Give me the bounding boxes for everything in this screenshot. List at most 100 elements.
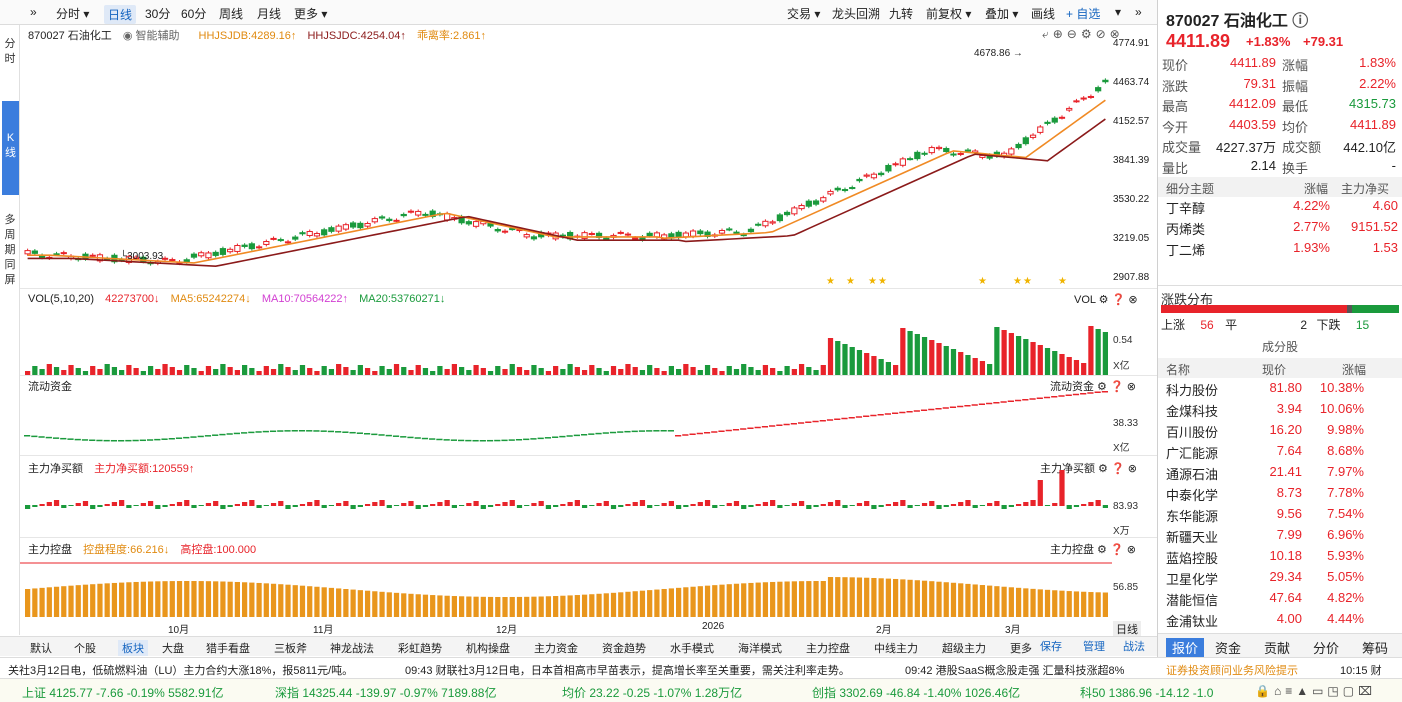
news-item[interactable]: 关社3月12日电，低硫燃料油（LU）主力合约大涨18%，报5811元/吨。 — [8, 665, 354, 677]
indicator-tab[interactable]: 海洋模式 — [738, 643, 782, 655]
volume-bar — [748, 367, 754, 375]
flow-point — [942, 407, 949, 409]
indicator-tab[interactable]: 主力资金 — [534, 643, 578, 655]
add-watchlist-button[interactable]: + 自选 — [1066, 7, 1101, 21]
draw-line-button[interactable]: 画线 — [1031, 7, 1056, 21]
control-chart[interactable] — [20, 555, 1112, 619]
netbuy-bar — [878, 505, 884, 507]
theme-name[interactable]: 丁二烯 — [1166, 243, 1206, 258]
risk-notice-link[interactable]: 证券投资顾问业务风险提示 — [1166, 665, 1298, 677]
indicator-tab[interactable]: 默认 — [30, 643, 52, 655]
period-label[interactable]: 日线 — [1113, 621, 1141, 637]
netbuy-bar — [770, 500, 776, 506]
tab-30min[interactable]: 30分 — [145, 7, 171, 21]
indicator-tab[interactable]: 板块 — [118, 640, 148, 656]
indicator-tab[interactable]: 三板斧 — [274, 643, 307, 655]
component-name[interactable]: 百川股份 — [1166, 425, 1219, 440]
rail-multi-period[interactable]: 多周期同屏 — [4, 214, 16, 286]
index-sz[interactable]: 深指 14325.44 -139.97 -0.97% 7189.88亿 — [275, 686, 497, 700]
netbuy-bar — [126, 505, 132, 508]
index-kc50[interactable]: 科50 1386.96 -14.12 -1.0 — [1080, 686, 1214, 700]
news-item[interactable]: 09:42 港股SaaS概念股走强 汇量科技涨超8% — [905, 665, 1125, 677]
index-avg[interactable]: 均价 23.22 -0.25 -1.07% 1.28万亿 — [562, 686, 743, 700]
right-tab[interactable]: 贡献 — [1264, 641, 1291, 656]
manage-tab[interactable]: 管理 — [1083, 641, 1105, 653]
trade-dropdown[interactable]: 交易 ▾ — [787, 7, 821, 21]
component-name[interactable]: 科力股份 — [1166, 383, 1219, 398]
flow-point — [703, 432, 711, 434]
indicator-tab[interactable]: 大盘 — [162, 643, 184, 655]
component-pct: 7.97% — [1327, 464, 1364, 479]
jiuzhuan-button[interactable]: 九转 — [889, 7, 914, 21]
rail-fenshi[interactable]: 分时 — [4, 38, 16, 65]
right-tab[interactable]: 报价 — [1166, 638, 1205, 657]
index-sh[interactable]: 上证 4125.77 -7.66 -0.19% 5582.91亿 — [22, 686, 224, 700]
flow-chart[interactable] — [20, 385, 1112, 455]
news-item[interactable]: 09:43 财联社3月12日电，日本首相高市早苗表示，提高增长率至关重要，需关注… — [405, 665, 850, 677]
indicator-tab[interactable]: 个股 — [74, 643, 96, 655]
date-tick: 12月 — [496, 625, 518, 636]
tab-rixian[interactable]: 日线 — [104, 5, 137, 24]
indicator-tab[interactable]: 机构操盘 — [466, 643, 510, 655]
netbuy-chart[interactable] — [20, 470, 1112, 535]
price-tick: 3219.05 — [1113, 233, 1150, 244]
flow-point — [631, 430, 638, 433]
overlay-dropdown[interactable]: 叠加 ▾ — [985, 7, 1019, 21]
component-name[interactable]: 中泰化学 — [1166, 488, 1219, 503]
flow-point — [1000, 401, 1007, 403]
tab-monthly[interactable]: 月线 — [257, 7, 282, 21]
component-name[interactable]: 蓝焰控股 — [1166, 551, 1219, 566]
control-bar — [184, 581, 190, 617]
component-name[interactable]: 卫星化学 — [1166, 572, 1219, 587]
status-tool-icons[interactable]: 🔒⌂≡▲▭◳▢⌧ — [1255, 684, 1376, 698]
chart-area[interactable]: 870027 石油化工 ◉ 智能辅助 HHJSJDB:4289.16↑ HHJS… — [20, 25, 1157, 637]
component-name[interactable]: 广汇能源 — [1166, 446, 1219, 461]
theme-name[interactable]: 丙烯类 — [1166, 222, 1206, 237]
more-dropdown[interactable]: 更多 ▾ — [294, 7, 328, 21]
chevron-down-icon[interactable]: ▾ — [1115, 5, 1122, 19]
index-cy[interactable]: 创指 3302.69 -46.84 -1.40% 1026.46亿 — [812, 686, 1021, 700]
volume-chart[interactable] — [20, 305, 1112, 375]
strategy-tab[interactable]: 战法 — [1123, 641, 1145, 653]
candle — [899, 156, 906, 168]
component-name[interactable]: 潜能恒信 — [1166, 593, 1219, 608]
fuquan-dropdown[interactable]: 前复权 ▾ — [926, 7, 972, 21]
netbuy-bar — [1088, 502, 1094, 506]
candlestick-chart[interactable]: ★ ★ ★ ★ ★ ★ ★ ★ — [20, 39, 1112, 289]
indicator-tab[interactable]: 猎手看盘 — [206, 643, 250, 655]
netbuy-bar — [813, 505, 819, 507]
component-name[interactable]: 东华能源 — [1166, 509, 1219, 524]
indicator-tab[interactable]: 中线主力 — [874, 643, 918, 655]
netbuy-bar — [263, 505, 269, 506]
rail-kline[interactable]: K线 — [2, 101, 19, 195]
right-tab[interactable]: 分价 — [1313, 641, 1340, 656]
control-bar — [343, 589, 349, 617]
collapse-icon[interactable]: » — [30, 5, 37, 19]
indicator-tab[interactable]: 水手模式 — [670, 643, 714, 655]
netbuy-bar — [480, 505, 486, 509]
main-panel-icons[interactable]: ⤶⊕⊖⚙⊘⊗ — [1042, 27, 1124, 41]
save-tab[interactable]: 保存 — [1040, 641, 1062, 653]
tab-fenshi[interactable]: 分时 ▾ — [56, 7, 90, 21]
expand-icon[interactable]: » — [1135, 5, 1142, 19]
tab-60min[interactable]: 60分 — [181, 7, 207, 21]
tab-weekly[interactable]: 周线 — [219, 7, 244, 21]
component-name[interactable]: 新疆天业 — [1166, 530, 1219, 545]
flow-label: 流动资金 ⚙ ❓ ⊗ — [1050, 381, 1136, 393]
smart-assist-toggle[interactable]: ◉ 智能辅助 — [122, 30, 180, 42]
component-pct: 6.96% — [1327, 527, 1364, 542]
component-name[interactable]: 金煤科技 — [1166, 404, 1219, 419]
indicator-tab[interactable]: 神龙战法 — [330, 643, 374, 655]
longtou-button[interactable]: 龙头回溯 — [832, 7, 881, 21]
theme-name[interactable]: 丁辛醇 — [1166, 201, 1206, 216]
indicator-tab[interactable]: 更多 — [1010, 643, 1032, 655]
component-name[interactable]: 通源石油 — [1166, 467, 1219, 482]
right-tab[interactable]: 筹码 — [1362, 641, 1389, 656]
indicator-tab[interactable]: 超级主力 — [942, 643, 986, 655]
indicator-tab[interactable]: 彩虹趋势 — [398, 643, 442, 655]
indicator-tab[interactable]: 主力控盘 — [806, 643, 850, 655]
component-name[interactable]: 金浦钛业 — [1166, 614, 1219, 629]
indicator-tab[interactable]: 资金趋势 — [602, 643, 646, 655]
control-bar — [119, 582, 125, 617]
right-tab[interactable]: 资金 — [1215, 641, 1242, 656]
